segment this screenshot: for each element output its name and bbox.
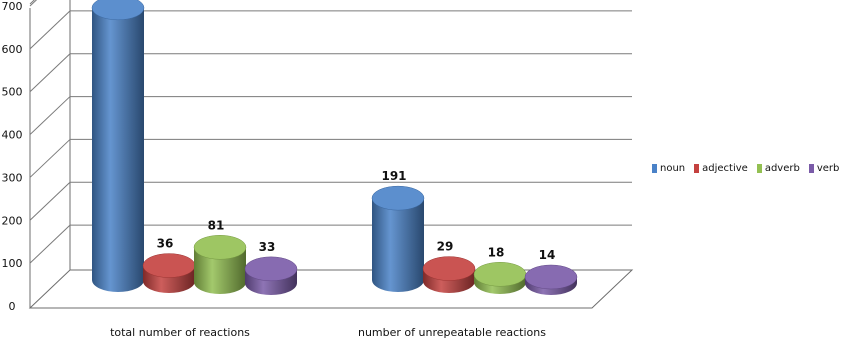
y-tick-label: 0 — [9, 300, 16, 313]
value-label-verb: 14 — [539, 248, 556, 262]
bar-noun-1 — [371, 185, 425, 292]
value-label-noun: 191 — [381, 169, 406, 183]
bar-top-adjective — [422, 256, 476, 281]
gridline-side — [29, 10, 71, 50]
value-label-adjective: 36 — [157, 237, 174, 251]
legend-item-verb: verb — [808, 163, 840, 174]
back-wall — [69, 0, 632, 271]
value-label-verb: 33 — [259, 240, 276, 254]
bar-verb-1 — [524, 264, 578, 295]
bar-top-verb — [524, 264, 578, 290]
y-tick-label: 200 — [2, 214, 23, 227]
value-label-adverb: 81 — [208, 218, 225, 232]
bar-top-noun — [91, 0, 145, 21]
y-tick-label: 700 — [2, 0, 23, 13]
legend-swatch-verb — [808, 164, 814, 173]
bar-series — [91, 0, 578, 295]
legend-swatch-noun — [652, 164, 657, 173]
gridline-side — [29, 0, 38, 7]
category-label: number of unrepeatable reactions — [358, 326, 546, 339]
y-tick-label: 300 — [2, 171, 23, 184]
bar-verb-0 — [244, 256, 298, 295]
bar-adjective-0 — [142, 253, 196, 293]
legend-label-adjective: adjective — [702, 163, 748, 174]
legend-label-noun: noun — [660, 163, 686, 174]
value-label-adverb: 18 — [488, 245, 505, 259]
legend-label-adverb: adverb — [764, 163, 800, 174]
y-tick-label: 500 — [2, 86, 23, 99]
bar-top-adverb — [473, 262, 527, 287]
legend-swatch-adjective — [694, 164, 700, 173]
bar-adjective-1 — [422, 256, 476, 293]
bar-adverb-1 — [473, 262, 527, 294]
bar-noun-0 — [91, 0, 145, 292]
y-tick-label: 400 — [2, 129, 23, 142]
bar-body-noun — [372, 198, 424, 292]
legend-item-noun: noun — [652, 163, 685, 174]
value-label-adjective: 29 — [437, 240, 454, 254]
legend-item-adjective: adjective — [694, 163, 748, 174]
y-tick-label: 100 — [2, 257, 23, 270]
category-labels: total number of reactions number of unrep… — [110, 326, 546, 339]
floor — [28, 269, 634, 309]
bar-body-adverb — [194, 247, 246, 294]
bar-top-adverb — [193, 235, 247, 260]
category-label: total number of reactions — [110, 326, 250, 339]
y-axis: 0 100 200 300 400 500 600 700 — [2, 0, 23, 313]
gridline-side — [29, 53, 71, 93]
bar-top-noun — [371, 185, 425, 211]
legend-swatch-adverb — [756, 164, 762, 173]
gridlines — [28, 0, 634, 309]
legend: noun adjective adverb verb — [652, 163, 839, 174]
bar-top-adjective — [142, 253, 196, 278]
bar-top-verb — [244, 256, 298, 282]
legend-item-adverb: adverb — [756, 163, 800, 174]
bar-body-noun — [92, 7, 144, 292]
gridline-side — [29, 181, 71, 221]
gridline-side — [29, 224, 71, 264]
gridline-side — [29, 96, 71, 135]
bar-adverb-0 — [193, 235, 247, 294]
legend-label-verb: verb — [816, 163, 840, 174]
value-labels: 635368133191291814 — [157, 169, 556, 262]
gridline-side — [29, 139, 71, 178]
y-tick-label: 600 — [2, 43, 23, 56]
